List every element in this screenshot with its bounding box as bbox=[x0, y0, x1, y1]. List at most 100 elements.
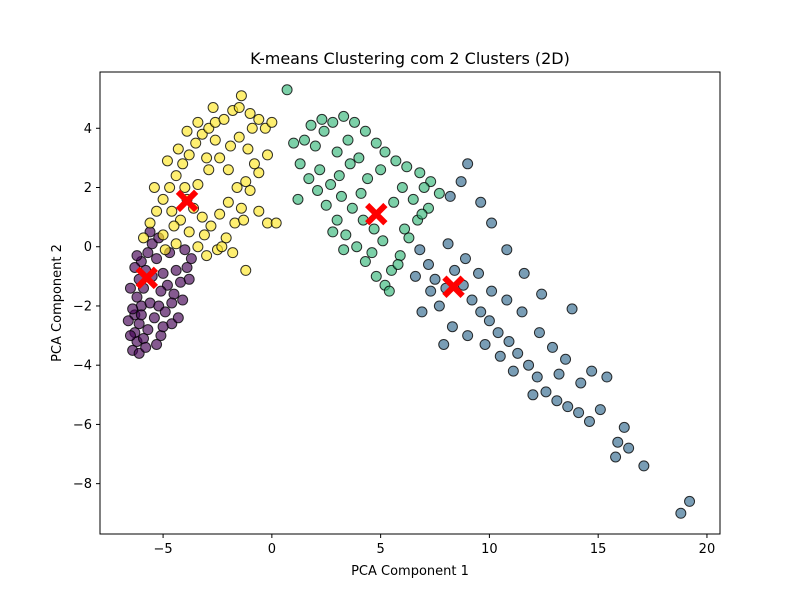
cluster-3-point bbox=[181, 125, 193, 137]
cluster-2-point bbox=[318, 125, 330, 137]
cluster-2-point bbox=[346, 202, 358, 214]
centroid-marker bbox=[442, 275, 465, 298]
cluster-1-point bbox=[486, 285, 498, 297]
cluster-3-point bbox=[170, 238, 182, 250]
cluster-1-point bbox=[501, 294, 513, 306]
cluster-2-point bbox=[366, 247, 378, 259]
cluster-3-point bbox=[253, 205, 265, 217]
cluster-2-point bbox=[353, 152, 365, 164]
cluster-2-point bbox=[418, 182, 430, 193]
cluster-1-point bbox=[422, 259, 434, 270]
cluster-3-point bbox=[235, 202, 247, 214]
y-tick-label: −2 bbox=[73, 299, 92, 314]
cluster-1-point bbox=[486, 217, 498, 229]
cluster-3-point bbox=[233, 131, 245, 143]
x-tick-label: 20 bbox=[699, 542, 716, 557]
y-axis: −8 −6 −4 −2 0 2 4 bbox=[73, 122, 100, 492]
cluster-1-point bbox=[518, 267, 530, 279]
cluster-3-point bbox=[253, 113, 265, 125]
cluster-3-point bbox=[159, 244, 171, 256]
cluster-2-point bbox=[359, 125, 371, 137]
cluster-1-point bbox=[449, 264, 461, 276]
cluster-2-point bbox=[355, 187, 367, 199]
cluster-2-point bbox=[414, 167, 426, 179]
chart-title: K-means Clustering com 2 Clusters (2D) bbox=[250, 49, 570, 68]
cluster-0-point bbox=[142, 324, 154, 336]
cluster-3-point bbox=[231, 182, 243, 193]
cluster-3-point bbox=[246, 122, 258, 134]
centroid-markers-layer bbox=[135, 189, 465, 298]
x-tick-label: 10 bbox=[481, 542, 498, 557]
cluster-2-point bbox=[325, 179, 337, 191]
cluster-3-point bbox=[201, 152, 213, 164]
cluster-3-point bbox=[170, 170, 182, 182]
cluster-3-point bbox=[209, 134, 221, 146]
cluster-1-point bbox=[494, 350, 506, 362]
cluster-2-point bbox=[292, 193, 304, 205]
y-tick-label: 0 bbox=[84, 240, 92, 255]
cluster-2-point bbox=[288, 137, 300, 149]
cluster-0-point bbox=[131, 291, 143, 303]
cluster-1-point bbox=[475, 306, 487, 318]
cluster-1-point bbox=[414, 244, 426, 256]
cluster-1-point bbox=[612, 436, 624, 448]
y-tick-label: 2 bbox=[84, 181, 92, 196]
cluster-2-point bbox=[294, 158, 306, 170]
cluster-3-point bbox=[192, 241, 204, 253]
cluster-1-point bbox=[466, 294, 478, 306]
cluster-2-point bbox=[333, 170, 345, 182]
cluster-3-point bbox=[203, 164, 215, 176]
cluster-0-point bbox=[170, 264, 182, 276]
x-axis: −5 0 5 10 15 20 bbox=[154, 534, 716, 557]
cluster-3-point bbox=[253, 167, 265, 179]
cluster-3-point bbox=[233, 102, 245, 114]
cluster-3-point bbox=[177, 158, 189, 170]
cluster-2-point bbox=[433, 187, 445, 199]
cluster-1-point bbox=[551, 395, 563, 407]
cluster-3-point bbox=[235, 90, 247, 102]
cluster-3-point bbox=[222, 196, 234, 208]
y-tick-label: −6 bbox=[73, 418, 92, 433]
y-tick-label: −4 bbox=[73, 359, 92, 374]
cluster-1-point bbox=[560, 353, 572, 365]
cluster-1-point bbox=[575, 377, 587, 389]
cluster-1-point bbox=[444, 190, 456, 202]
cluster-1-point bbox=[425, 285, 437, 297]
cluster-3-point bbox=[183, 226, 195, 238]
cluster-3-point bbox=[240, 264, 252, 276]
cluster-1-point bbox=[459, 253, 471, 265]
cluster-3-point bbox=[205, 220, 217, 232]
cluster-0-point bbox=[127, 303, 139, 315]
cluster-1-point bbox=[566, 303, 578, 315]
cluster-1-point bbox=[409, 270, 421, 282]
cluster-1-point bbox=[562, 401, 574, 413]
cluster-1-point bbox=[553, 368, 565, 380]
cluster-0-point bbox=[172, 312, 184, 324]
cluster-2-point bbox=[309, 140, 321, 152]
cluster-1-point bbox=[573, 407, 585, 419]
cluster-1-point bbox=[675, 507, 687, 519]
cluster-3-point bbox=[266, 116, 278, 128]
cluster-0-point bbox=[181, 261, 193, 273]
cluster-1-point bbox=[618, 421, 630, 433]
cluster-3-point bbox=[201, 250, 213, 262]
cluster-3-point bbox=[148, 182, 160, 193]
cluster-2-point bbox=[392, 259, 404, 270]
cluster-2-point bbox=[351, 241, 363, 253]
cluster-2-point bbox=[331, 214, 343, 226]
cluster-0-point bbox=[185, 253, 197, 265]
cluster-0-point bbox=[168, 288, 180, 300]
cluster-2-point bbox=[305, 119, 317, 131]
centroid-marker bbox=[135, 266, 159, 290]
plot-frame bbox=[99, 71, 721, 535]
cluster-3-point bbox=[144, 217, 156, 229]
cluster-3-point bbox=[214, 152, 226, 164]
cluster-3-point bbox=[161, 155, 173, 167]
cluster-1-point bbox=[536, 288, 548, 300]
cluster-3-point bbox=[227, 247, 239, 259]
cluster-2-point bbox=[407, 193, 419, 205]
cluster-2-point bbox=[312, 184, 324, 196]
cluster-1-point bbox=[473, 267, 485, 279]
cluster-2-point bbox=[316, 113, 328, 125]
